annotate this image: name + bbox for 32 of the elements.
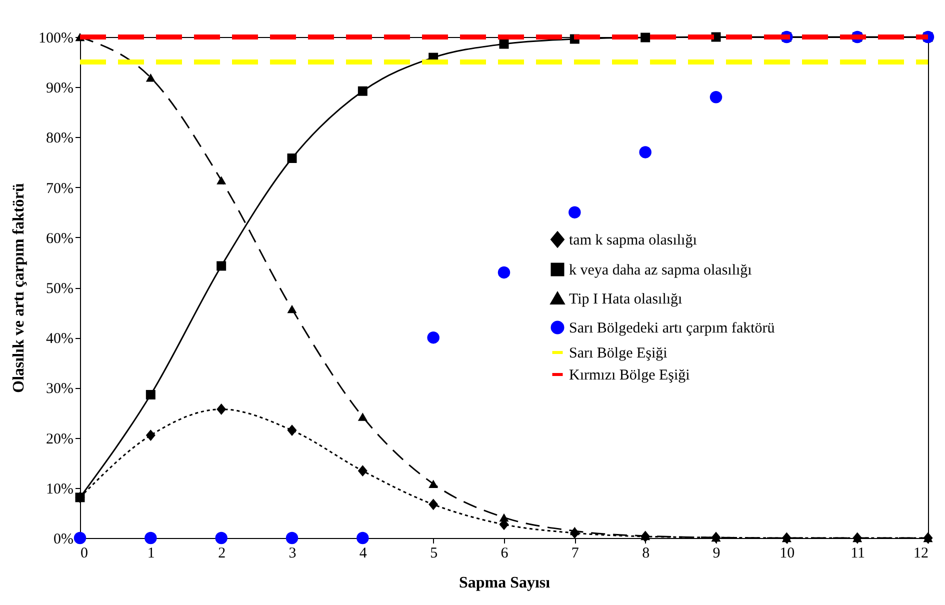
legend-label: k veya daha az sapma olasılığı [569, 262, 752, 278]
legend-label: Kırmızı Bölge Eşiği [569, 368, 690, 384]
x-tick-label: 2 [218, 546, 226, 562]
y-tick-label: 40% [46, 331, 74, 348]
y-tick-label: 60% [46, 230, 74, 247]
x-tick-label: 5 [430, 546, 438, 562]
x-tick-label: 7 [571, 546, 580, 562]
x-tick-label: 11 [850, 546, 866, 562]
x-axis-title: Sapma Sayısı [458, 574, 551, 592]
x-tick-label: 4 [359, 546, 368, 562]
x-tick-label: 1 [147, 546, 155, 562]
legend-label: Sarı Bölge Eşiği [569, 346, 668, 362]
y-axis-title: Olasılık ve artı çarpım faktörü [10, 183, 28, 393]
y-tick-label: 100% [38, 30, 74, 46]
y-tick-label: 20% [46, 431, 74, 448]
y-tick-label: 0% [54, 532, 74, 548]
y-tick-label: 80% [46, 130, 74, 147]
x-tick-label: 12 [914, 546, 928, 562]
x-tick-label: 9 [712, 546, 720, 562]
x-tick-label: 8 [642, 546, 650, 562]
x-tick-label: 6 [500, 546, 509, 562]
y-tick-label: 50% [46, 281, 74, 297]
y-tick-label: 10% [46, 481, 74, 498]
y-tick-label: 70% [46, 180, 74, 197]
y-tick-label: 90% [46, 80, 74, 97]
x-tick-label: 10 [780, 546, 795, 562]
x-tick-label: 3 [288, 546, 296, 562]
legend-label: tam k sapma olasılığı [569, 232, 697, 248]
y-tick-label: 30% [46, 381, 74, 398]
x-tick-label: 0 [80, 546, 88, 562]
legend-label: Tip I Hata olasılığı [569, 292, 682, 308]
legend-label: Sarı Bölgedeki artı çarpım faktörü [569, 320, 776, 336]
